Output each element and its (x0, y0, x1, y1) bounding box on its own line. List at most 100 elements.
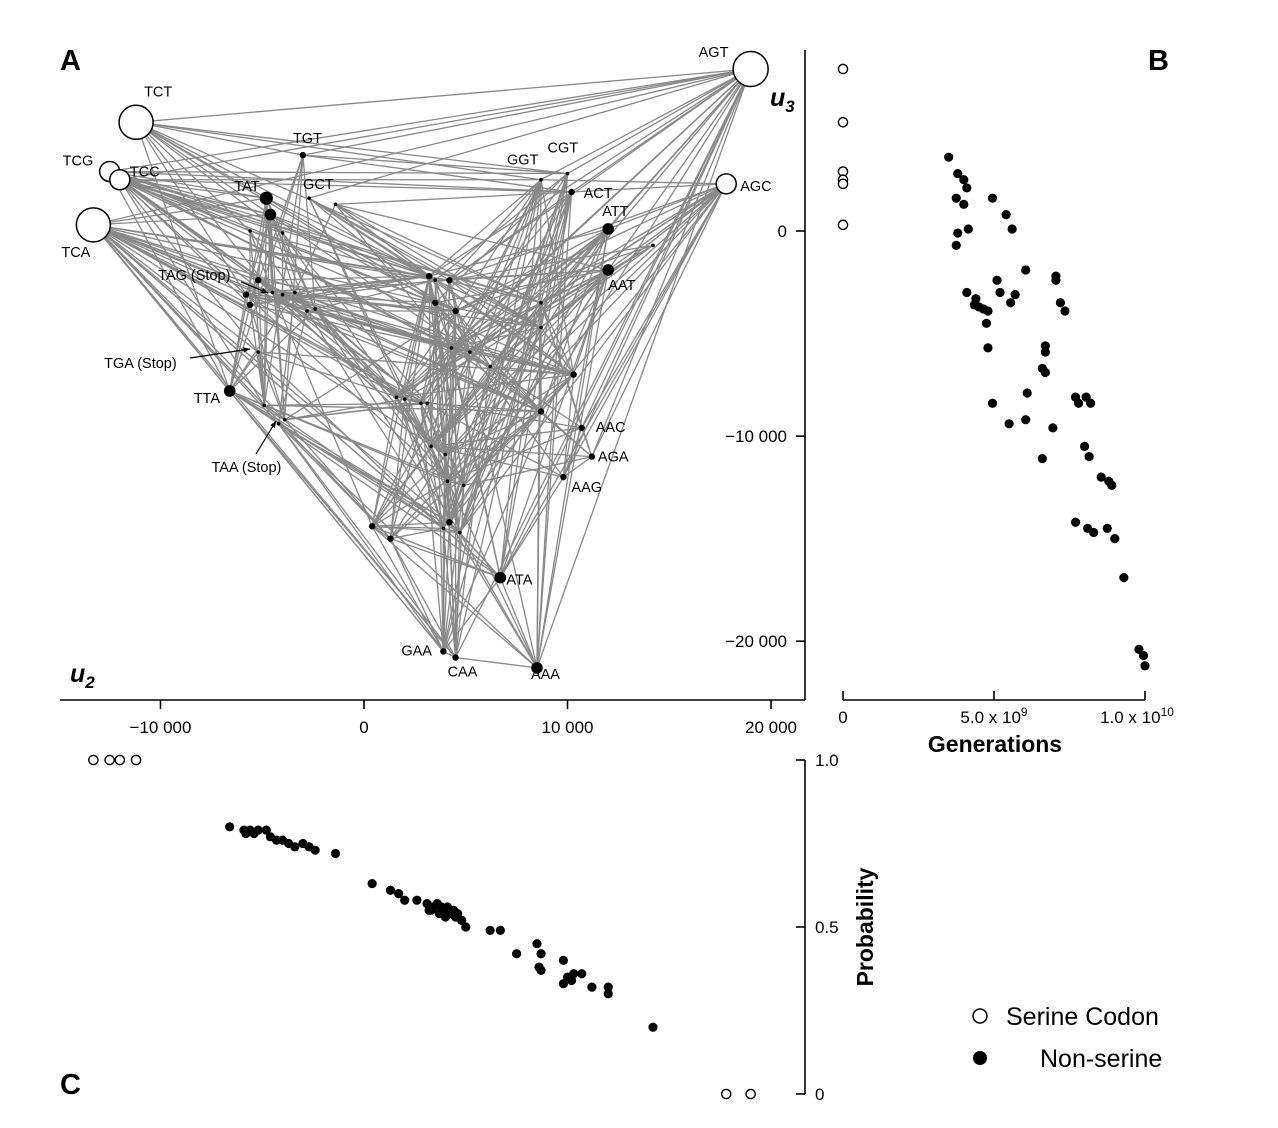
network-edge (490, 365, 574, 376)
network-edge (449, 244, 654, 281)
network-edge (335, 203, 542, 328)
nonserine-point (1110, 534, 1120, 544)
codon-label-tcg: TCG (63, 154, 94, 170)
nonserine-point (485, 925, 495, 935)
nonserine-point (987, 398, 998, 408)
network-edge (445, 374, 574, 456)
serine-point (104, 754, 115, 766)
network-edge (119, 179, 265, 406)
network-edge (335, 203, 436, 281)
network-edge (396, 373, 574, 398)
network-edge (389, 538, 444, 652)
network-edge (249, 304, 286, 420)
nonserine-point (953, 168, 963, 179)
network-edge (459, 532, 501, 579)
codon-node-tcc (109, 168, 131, 191)
network-edge (294, 291, 491, 367)
network-edge (395, 275, 430, 398)
network-edge (389, 403, 428, 539)
network-edge (540, 68, 751, 181)
codon-label-taa-stop: TAA (Stop) (212, 460, 282, 476)
network-edge (591, 183, 727, 457)
codon-node-unlabeled (537, 408, 545, 415)
codon-label-tgt: TGT (293, 131, 322, 147)
probability-tick-label: 0.5 (815, 918, 839, 937)
network-edge (499, 476, 564, 578)
network-edge (540, 228, 609, 412)
network-edge (119, 179, 572, 193)
probability-points (88, 754, 756, 1100)
nonserine-point (1022, 388, 1032, 398)
codon-node-taa-stop (276, 421, 281, 426)
codon-label-aat: AAT (608, 278, 635, 294)
nonserine-point (558, 955, 569, 966)
codon-node-unlabeled (452, 307, 459, 315)
nonserine-point (1021, 415, 1031, 425)
network-edge (447, 427, 582, 482)
network-edge (278, 423, 444, 652)
network-edge (469, 228, 609, 353)
nonserine-point (1060, 306, 1070, 316)
nonserine-point (253, 825, 263, 835)
network-edge (447, 374, 575, 482)
nonserine-point (512, 949, 522, 959)
network-edge (302, 68, 751, 156)
nonserine-point (951, 193, 961, 203)
network-edge (278, 423, 457, 659)
network-edge (249, 230, 274, 293)
network-edge (430, 351, 471, 447)
serine-point (720, 1088, 732, 1100)
panel-b-generations-plot: 0 5.0 x 109 1.0 x 1010 Generations (837, 63, 1174, 757)
legend-nonserine-marker (973, 1051, 987, 1065)
codon-node-tgt (299, 151, 307, 159)
network-edge (371, 397, 398, 527)
nonserine-point (1040, 367, 1050, 378)
network-edge (540, 302, 575, 375)
network-edge (265, 197, 456, 312)
nonserine-point (962, 183, 972, 193)
network-edge (109, 171, 231, 392)
codon-node-tat (259, 191, 273, 205)
taa-stop-arrow-head (270, 421, 276, 428)
nonserine-point (962, 287, 972, 298)
network-edge (308, 68, 751, 199)
codon-node-act (568, 188, 575, 196)
codon-label-att: ATT (602, 204, 628, 220)
network-edge (581, 427, 593, 457)
codon-node-unlabeled (429, 444, 433, 449)
network-edge (135, 121, 283, 234)
nonserine-point (987, 193, 998, 203)
codon-label-tta: TTA (194, 391, 221, 407)
u3-axis-ticks: 0 −10 000 −20 000 (725, 222, 805, 651)
nonserine-point (290, 842, 300, 852)
nonserine-point (1080, 441, 1090, 451)
network-edge (434, 279, 471, 353)
network-edge (229, 154, 304, 392)
network-edge (93, 224, 247, 296)
serine-point (837, 178, 849, 190)
codon-node-tct (118, 104, 154, 141)
legend: Serine Codon Non-serine (972, 1003, 1162, 1073)
network-edge (229, 294, 247, 392)
network-edge (93, 197, 267, 226)
network-edge (536, 269, 609, 668)
nonserine-point (412, 895, 422, 905)
u3-tick-label: −20 000 (725, 632, 787, 651)
serine-point (130, 754, 142, 766)
codon-node-unlabeled (488, 364, 492, 369)
codon-node-unlabeled (446, 277, 453, 284)
codon-label-tca: TCA (61, 245, 90, 261)
network-edge (92, 224, 446, 456)
nonserine-point (1070, 517, 1081, 527)
nonserine-point (558, 979, 569, 989)
network-edge (294, 204, 337, 293)
codon-node-gct (307, 196, 311, 200)
codon-node-unlabeled (449, 346, 454, 350)
probability-tick-label: 0 (815, 1085, 824, 1104)
network-edge (434, 302, 471, 353)
network-edge (448, 522, 457, 658)
network-edge (372, 525, 460, 534)
network-edge (136, 68, 751, 123)
nonserine-point (424, 905, 434, 915)
network-edge (284, 419, 391, 540)
